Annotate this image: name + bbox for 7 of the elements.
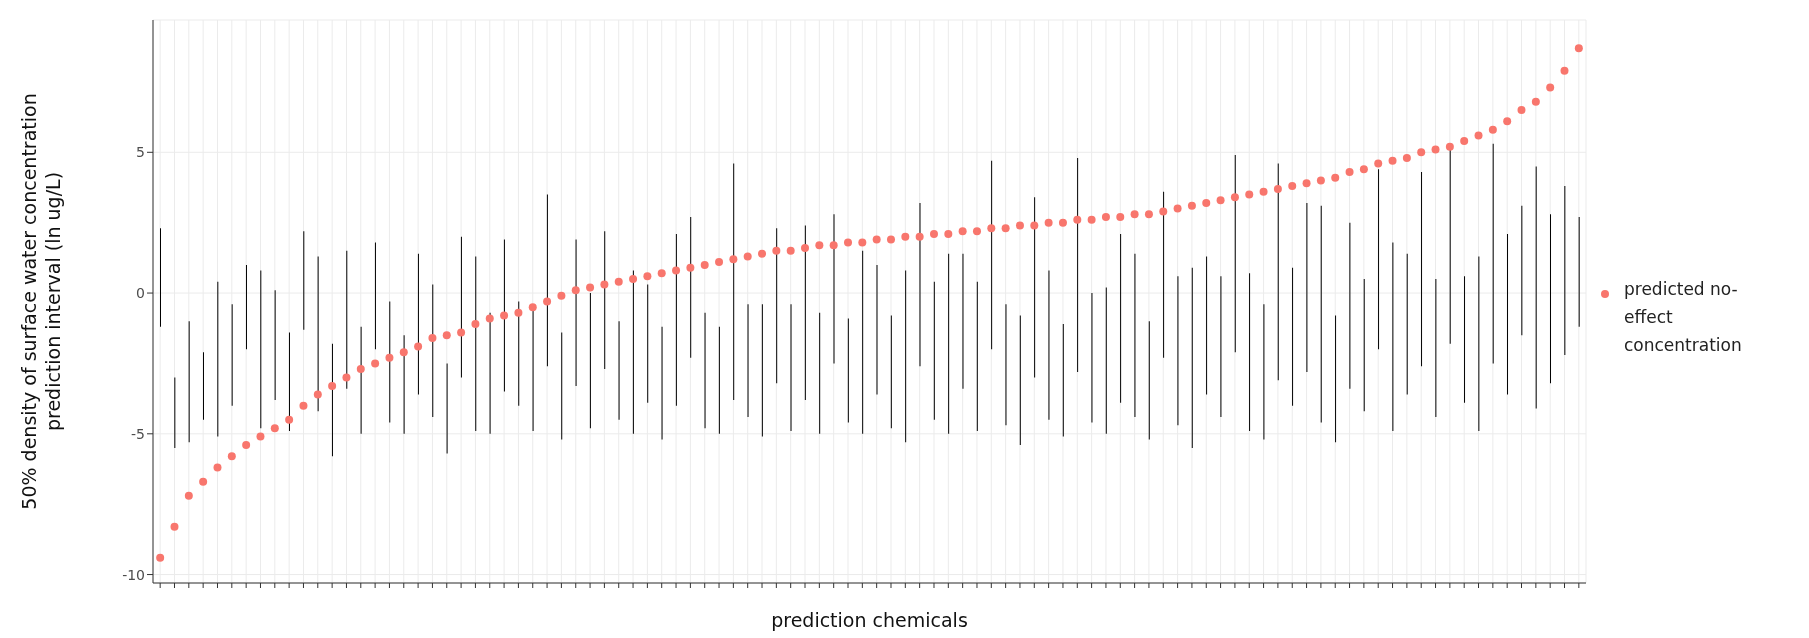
y-tick-label: -5 xyxy=(131,425,145,442)
y-tick-label: -10 xyxy=(122,566,145,583)
y-axis-title: 50% density of surface water concentration prediction interval (ln ug/L) xyxy=(18,93,64,510)
legend-label: predicted no-effect concentration xyxy=(1624,278,1743,357)
y-tick-label: 0 xyxy=(136,285,145,302)
x-axis-title: prediction chemicals xyxy=(771,609,968,631)
y-tick-label: 5 xyxy=(136,144,145,161)
